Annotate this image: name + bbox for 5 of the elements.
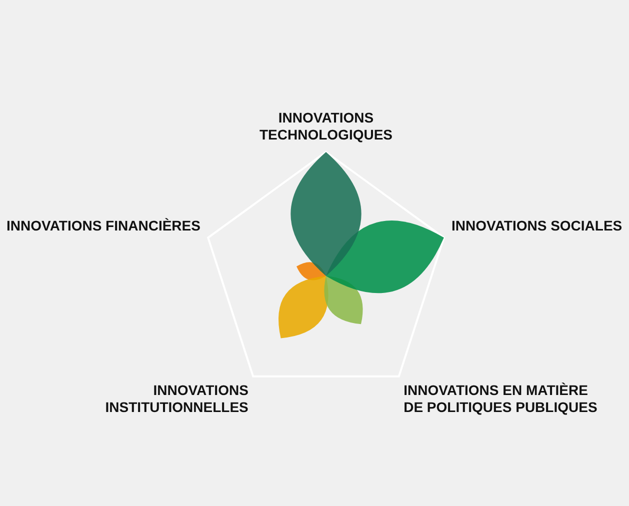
spoke-label: INNOVATIONS TECHNOLOGIQUES xyxy=(259,110,393,142)
spoke-label: INNOVATIONS INSTITUTIONNELLES xyxy=(105,382,248,415)
spoke-label: INNOVATIONS SOCIALES xyxy=(452,218,622,234)
spoke-label: INNOVATIONS FINANCIÈRES xyxy=(6,218,200,234)
spoke-label: INNOVATIONS EN MATIÈRE DE POLITIQUES PUBLIQUES xyxy=(404,382,598,415)
